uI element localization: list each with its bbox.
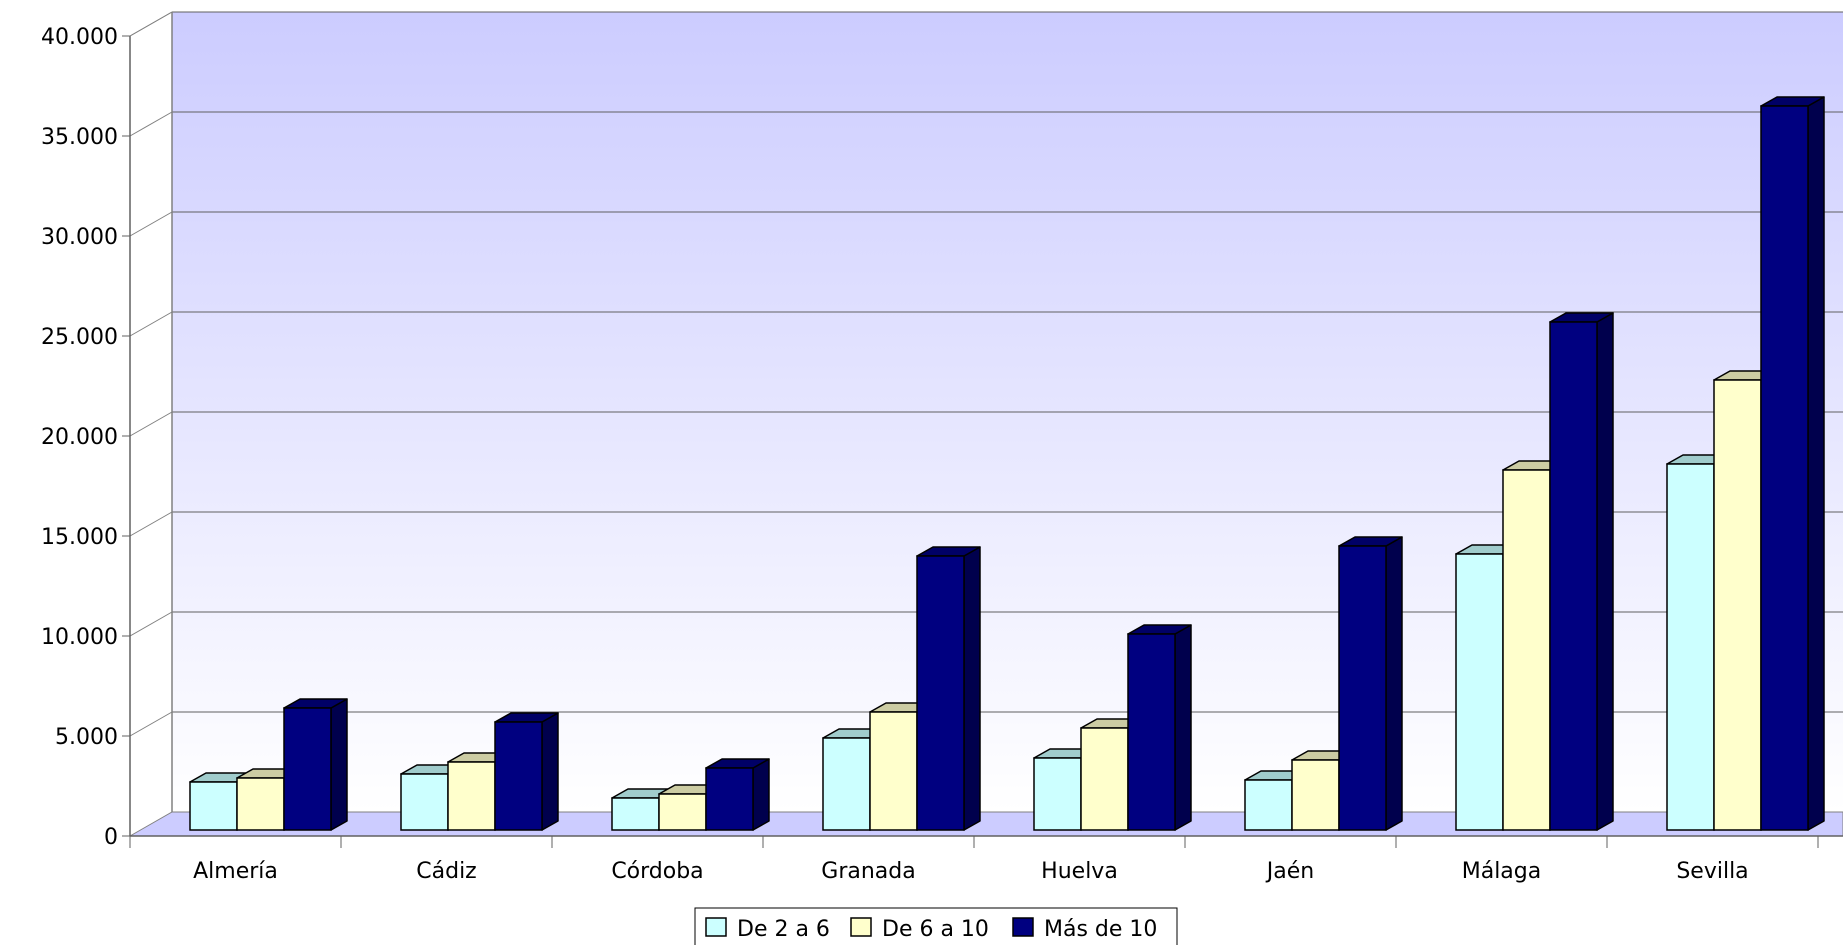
bar-side — [1385, 536, 1403, 831]
bar-front — [1760, 105, 1809, 831]
bar-front — [283, 707, 332, 831]
bar-side — [1596, 312, 1614, 831]
bar-front — [705, 767, 754, 831]
legend-box — [694, 907, 1178, 947]
bar-front — [447, 761, 496, 831]
bar-front — [1033, 757, 1082, 831]
x-tick-label-jaen: Jaén — [1265, 859, 1314, 884]
x-tick-label-almeria: Almería — [193, 859, 278, 884]
x-tick-label-sevilla: Sevilla — [1676, 859, 1748, 884]
y-tick-label: 20.000 — [41, 425, 118, 450]
y-tick-labels: 0 5.000 10.000 15.000 20.000 25.000 30.000 35.0… — [41, 25, 118, 850]
bar-front — [1338, 545, 1387, 831]
legend-label-mas-de-10: Más de 10 — [1044, 917, 1157, 942]
legend-label-de-2-a-6: De 2 a 6 — [737, 917, 830, 942]
bar-front — [1713, 379, 1762, 831]
legend-swatch-de-6-a-10 — [850, 917, 872, 937]
legend-swatch-mas-de-10 — [1012, 917, 1034, 937]
bar-front — [189, 781, 238, 831]
y-tick-label: 30.000 — [41, 225, 118, 250]
bar-front — [611, 797, 660, 831]
bar-front — [1244, 779, 1293, 831]
y-tick-label: 40.000 — [41, 25, 118, 50]
bar-front — [494, 721, 543, 831]
legend-label-de-6-a-10: De 6 a 10 — [882, 917, 989, 942]
bar-front — [400, 773, 449, 831]
bar-front — [1455, 553, 1504, 831]
bar-cordoba-mas-de-10 — [705, 758, 770, 831]
bar-front — [236, 777, 285, 831]
bar-front — [1127, 633, 1176, 831]
bar-almeria-mas-de-10 — [283, 698, 348, 831]
x-tick-label-cordoba: Córdoba — [611, 859, 703, 884]
bar-cadiz-mas-de-10 — [494, 712, 559, 831]
x-tick-label-granada: Granada — [821, 859, 915, 884]
bars — [189, 96, 1825, 831]
bar-front — [1080, 727, 1129, 831]
bar-sevilla-de-2-a-6 — [1666, 454, 1731, 831]
bar-sevilla-mas-de-10 — [1760, 96, 1825, 831]
gridline-diagonal — [129, 611, 173, 637]
bar-front — [1502, 469, 1551, 831]
bar-side — [752, 758, 770, 831]
legend-swatch-de-2-a-6 — [705, 917, 727, 937]
bar-front — [916, 555, 965, 831]
y-tick-label: 25.000 — [41, 325, 118, 350]
bar-granada-mas-de-10 — [916, 546, 981, 831]
bar-malaga-mas-de-10 — [1549, 312, 1614, 831]
bar-side — [1807, 96, 1825, 831]
x-tick-label-huelva: Huelva — [1041, 859, 1118, 884]
x-tick-labels: Almería Cádiz Córdoba Granada Huelva Jaén Mála… — [193, 859, 1749, 884]
y-tick-label: 0 — [104, 825, 118, 850]
bar-front — [869, 711, 918, 831]
bar-front — [658, 793, 707, 831]
bar-side — [1174, 624, 1192, 831]
x-tick-label-malaga: Málaga — [1462, 859, 1542, 884]
bar-side — [963, 546, 981, 831]
gridline-diagonal — [129, 511, 173, 537]
bar-front — [1549, 321, 1598, 831]
bar-side — [330, 698, 348, 831]
y-tick-label: 35.000 — [41, 125, 118, 150]
bar-huelva-mas-de-10 — [1127, 624, 1192, 831]
x-tick-label-cadiz: Cádiz — [416, 859, 476, 884]
bar-front — [1291, 759, 1340, 831]
bar-side — [541, 712, 559, 831]
bar-jaen-mas-de-10 — [1338, 536, 1403, 831]
bar-jaen-de-6-a-10 — [1291, 750, 1356, 831]
y-tick-label: 15.000 — [41, 525, 118, 550]
gridline-diagonal — [129, 411, 173, 437]
gridline-diagonal — [129, 311, 173, 337]
axes — [122, 11, 1843, 848]
y-tick-label: 5.000 — [55, 725, 118, 750]
gridline-diagonal — [129, 211, 173, 237]
top-left-edge — [129, 11, 173, 37]
bar-front — [1666, 463, 1715, 831]
legend: De 2 a 6 De 6 a 10 Más de 10 — [694, 907, 1178, 947]
bar-front — [822, 737, 871, 831]
y-tick-label: 10.000 — [41, 625, 118, 650]
gridline-diagonal — [129, 711, 173, 737]
gridline-diagonal — [129, 111, 173, 137]
